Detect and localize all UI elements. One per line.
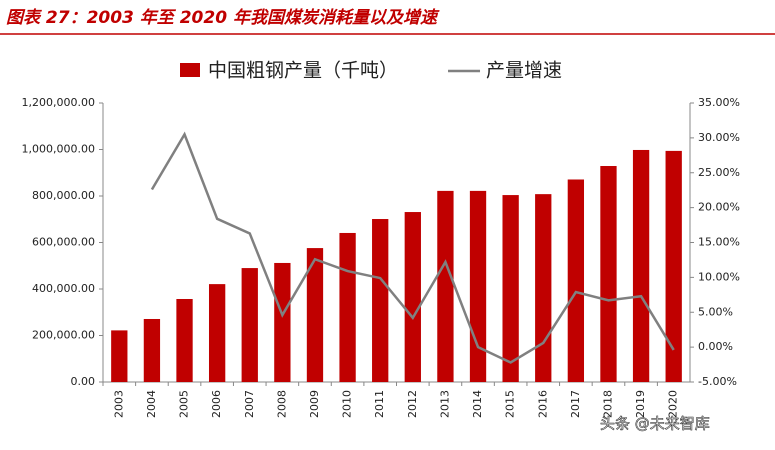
y2-tick-label: 0.00% (698, 340, 733, 353)
bar (241, 268, 258, 382)
chart-title: 图表 27：2003 年至 2020 年我国煤炭消耗量以及增速 (6, 8, 440, 28)
y-tick-label: 0.00 (71, 375, 96, 388)
bar (111, 330, 128, 382)
x-tick-label: 2016 (536, 390, 549, 418)
legend-swatch (180, 63, 200, 77)
x-tick-label: 2020 (667, 390, 680, 418)
bar (208, 284, 226, 382)
x-tick-label: 2017 (569, 390, 582, 418)
bar (567, 179, 585, 382)
y2-tick-label: 10.00% (698, 270, 740, 283)
bar (665, 150, 682, 382)
x-tick-label: 2011 (373, 390, 386, 418)
y2-tick-label: 25.00% (698, 166, 740, 179)
bar (372, 219, 389, 382)
x-tick-label: 2015 (504, 390, 517, 418)
x-tick-label: 2013 (438, 390, 451, 418)
x-tick-label: 2005 (178, 390, 191, 418)
x-tick-label: 2004 (145, 390, 158, 418)
y-tick-label: 1,000,000.00 (22, 143, 95, 156)
bar (404, 212, 421, 382)
y2-tick-label: 15.00% (698, 236, 740, 249)
x-tick-label: 2008 (275, 390, 288, 418)
bar (632, 149, 650, 382)
x-tick-label: 2019 (634, 390, 647, 418)
bar (600, 166, 617, 382)
x-tick-label: 2003 (112, 390, 125, 418)
bar (274, 262, 291, 382)
bar (143, 318, 161, 382)
x-tick-label: 2012 (406, 390, 419, 418)
y-tick-label: 800,000.00 (32, 189, 95, 202)
x-tick-label: 2006 (210, 390, 223, 418)
x-tick-label: 2014 (471, 390, 484, 418)
x-tick-label: 2007 (243, 390, 256, 418)
y2-tick-label: -5.00% (698, 375, 737, 388)
bar (306, 248, 324, 382)
line (150, 131, 675, 364)
y2-tick-label: 35.00% (698, 96, 740, 109)
x-tick-label: 2018 (601, 390, 614, 418)
legend-label: 产量增速 (486, 60, 562, 82)
y2-tick-label: 30.00% (698, 131, 740, 144)
bar (535, 194, 552, 382)
x-tick-label: 2009 (308, 390, 321, 418)
bar (176, 298, 193, 382)
bar (437, 190, 454, 382)
y-tick-label: 600,000.00 (32, 236, 95, 249)
bar (502, 195, 519, 382)
bar (469, 190, 487, 382)
bar (339, 232, 356, 382)
y2-tick-label: 20.00% (698, 201, 740, 214)
y-tick-label: 1,200,000.00 (22, 96, 95, 109)
y-tick-label: 400,000.00 (32, 282, 95, 295)
watermark: 头条 @未来智库 (600, 415, 710, 433)
y2-tick-label: 5.00% (698, 305, 733, 318)
legend-label: 中国粗钢产量（千吨） (208, 60, 398, 82)
x-tick-label: 2010 (341, 390, 354, 418)
y-tick-label: 200,000.00 (32, 329, 95, 342)
